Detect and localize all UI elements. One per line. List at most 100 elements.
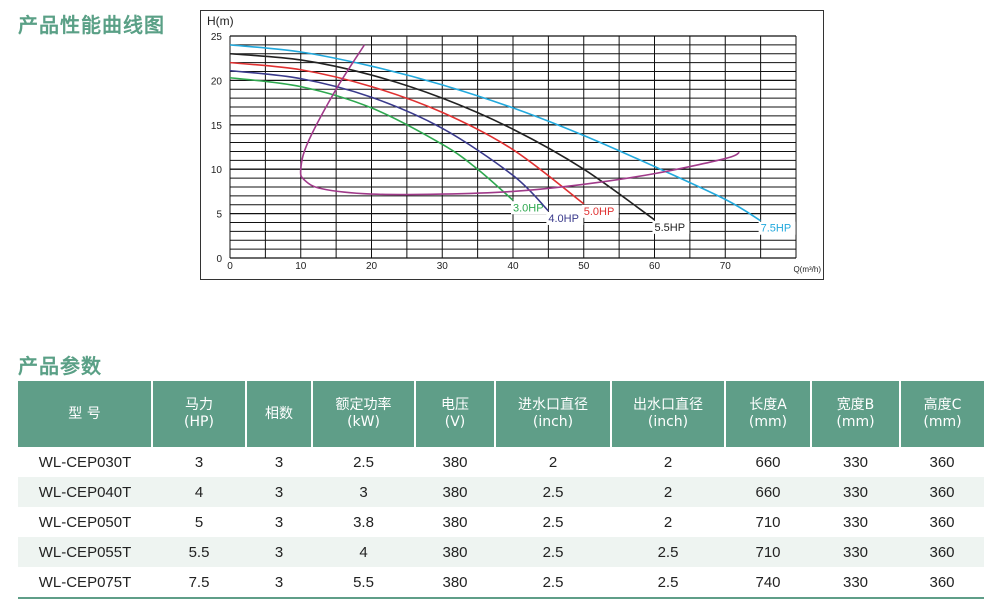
table-header-cell: 出水口直径 (inch): [611, 381, 726, 447]
x-tick-label: 70: [720, 261, 732, 272]
table-cell: 3.8: [312, 507, 415, 537]
curve-section-title: 产品性能曲线图: [18, 13, 165, 37]
table-header-text: 马力: [185, 397, 213, 413]
table-header-text: 宽度B: [836, 397, 875, 413]
series-line-4-0hp: [229, 69, 549, 212]
table-cell: 4: [152, 477, 246, 507]
table-header-text: (mm): [836, 414, 875, 430]
y-tick-label: 15: [211, 121, 223, 132]
y-tick-label: 10: [211, 165, 223, 176]
table-cell: 360: [900, 507, 984, 537]
x-tick-label: 10: [295, 261, 307, 272]
table-header-text: (HP): [184, 414, 214, 430]
table-header-text: (inch): [532, 414, 574, 430]
table-header-cell: 长度A (mm): [725, 381, 812, 447]
table-cell: 2: [611, 507, 725, 537]
table-header-cell: 相数: [246, 381, 313, 447]
table-cell: 330: [811, 507, 900, 537]
x-tick-label: 40: [507, 261, 519, 272]
table-header-text: (kW): [347, 414, 380, 430]
series-label: 3.0HP: [513, 202, 544, 214]
y-tick-label: 25: [211, 32, 223, 43]
table-cell: 380: [415, 507, 495, 537]
series-line-5-0hp: [229, 61, 585, 205]
table-row: WL-CEP055T 5.5 3 4 380 2.5 2.5 710 330 360: [18, 537, 984, 567]
y-axis-label: H(m): [207, 14, 234, 28]
table-header-text: 型 号: [68, 405, 101, 422]
table-header-text: 相数: [265, 405, 293, 422]
table-cell: 5.5: [312, 567, 415, 599]
x-tick-label: 0: [227, 261, 233, 272]
table-cell: 360: [900, 537, 984, 567]
series-label: 5.5HP: [655, 222, 686, 234]
table-cell: 360: [900, 567, 984, 599]
series-label: 5.0HP: [584, 206, 615, 218]
table-cell: 660: [725, 477, 811, 507]
series-label-bg: [546, 211, 584, 225]
series-line-7-5hp: [229, 44, 762, 222]
table-cell: WL-CEP030T: [18, 447, 152, 477]
table-header-text: (mm): [748, 414, 788, 430]
table-row: WL-CEP075T 7.5 3 5.5 380 2.5 2.5 740 330 360: [18, 567, 984, 599]
table-header-cell: 型 号: [18, 381, 153, 447]
table-header-row: 型 号马力 (HP) 相数 额定功率 (kW) 电压 (V) 进水口直径 (inch) 出水口直径…: [18, 381, 984, 447]
table-cell: 380: [415, 537, 495, 567]
table-cell: 380: [415, 477, 495, 507]
table-row: WL-CEP050T 5 3 3.8 380 2.5 2 710 330 360: [18, 507, 984, 537]
table-header-text: 长度A: [749, 397, 787, 413]
table-header-text: 高度C: [923, 397, 962, 413]
table-cell: WL-CEP040T: [18, 477, 152, 507]
table-cell: 4: [312, 537, 415, 567]
series-line-5-5hp: [229, 52, 655, 221]
table-header-text: (mm): [923, 414, 962, 430]
y-tick-label: 0: [216, 254, 222, 265]
y-tick-label: 5: [216, 210, 222, 221]
table-body: WL-CEP030T 3 3 2.5 380 2 2 660 330 360 WL-CEP040T 4…: [18, 447, 984, 599]
table-header-cell: 宽度B (mm): [811, 381, 901, 447]
table-cell: 7.5: [152, 567, 246, 599]
table-cell: 2.5: [495, 477, 611, 507]
performance-chart: 0 10 20 30 40 50 60 70 0 5 10 15 20 25 H(m) Q(m³/h) 3.0H…: [200, 10, 824, 280]
table-header-text: (V): [444, 414, 466, 430]
performance-chart-svg: 0 10 20 30 40 50 60 70 0 5 10 15 20 25 H(m) Q(m³/h) 3.0H…: [207, 14, 821, 274]
table-cell: 740: [725, 567, 811, 599]
table-header-cell: 马力 (HP): [152, 381, 247, 447]
series-label: 4.0HP: [548, 213, 579, 225]
table-cell: 3: [246, 537, 312, 567]
table-cell: 3: [246, 507, 312, 537]
table-header-cell: 额定功率 (kW): [312, 381, 416, 447]
series-label-bg: [758, 221, 796, 235]
table-cell: 2.5: [611, 567, 725, 599]
table-cell: 330: [811, 537, 900, 567]
y-tick-label: 20: [211, 76, 223, 87]
table-cell: WL-CEP055T: [18, 537, 152, 567]
table-header-text: 出水口直径: [633, 397, 703, 413]
table-header-cell: 进水口直径 (inch): [495, 381, 612, 447]
table-cell: 2.5: [495, 567, 611, 599]
table-cell: 380: [415, 447, 495, 477]
params-table: 型 号马力 (HP) 相数 额定功率 (kW) 电压 (V) 进水口直径 (inch) 出水口直径…: [18, 381, 984, 599]
series-label: 7.5HP: [761, 223, 792, 235]
series-label-bg: [581, 204, 619, 218]
table-header-text: 进水口直径: [518, 397, 588, 413]
table-cell: 330: [811, 477, 900, 507]
series-line-efficiency: [299, 44, 740, 196]
table-cell: 380: [415, 567, 495, 599]
table-cell: 3: [246, 477, 312, 507]
series-label-bg: [511, 201, 548, 215]
table-cell: 5.5: [152, 537, 246, 567]
table-header-cell: 电压 (V): [415, 381, 496, 447]
table-cell: 330: [811, 447, 900, 477]
table-cell: WL-CEP050T: [18, 507, 152, 537]
table-cell: 710: [725, 537, 811, 567]
table-cell: 5: [152, 507, 246, 537]
table-cell: 660: [725, 447, 811, 477]
table-cell: 2.5: [495, 507, 611, 537]
params-section-title: 产品参数: [18, 354, 102, 378]
table-header-cell: 高度C (mm): [900, 381, 984, 447]
table-cell: 2.5: [495, 537, 611, 567]
x-tick-label: 30: [437, 261, 449, 272]
table-cell: 3: [152, 447, 246, 477]
table-row: WL-CEP030T 3 3 2.5 380 2 2 660 330 360: [18, 447, 984, 477]
x-tick-label: 20: [366, 261, 378, 272]
